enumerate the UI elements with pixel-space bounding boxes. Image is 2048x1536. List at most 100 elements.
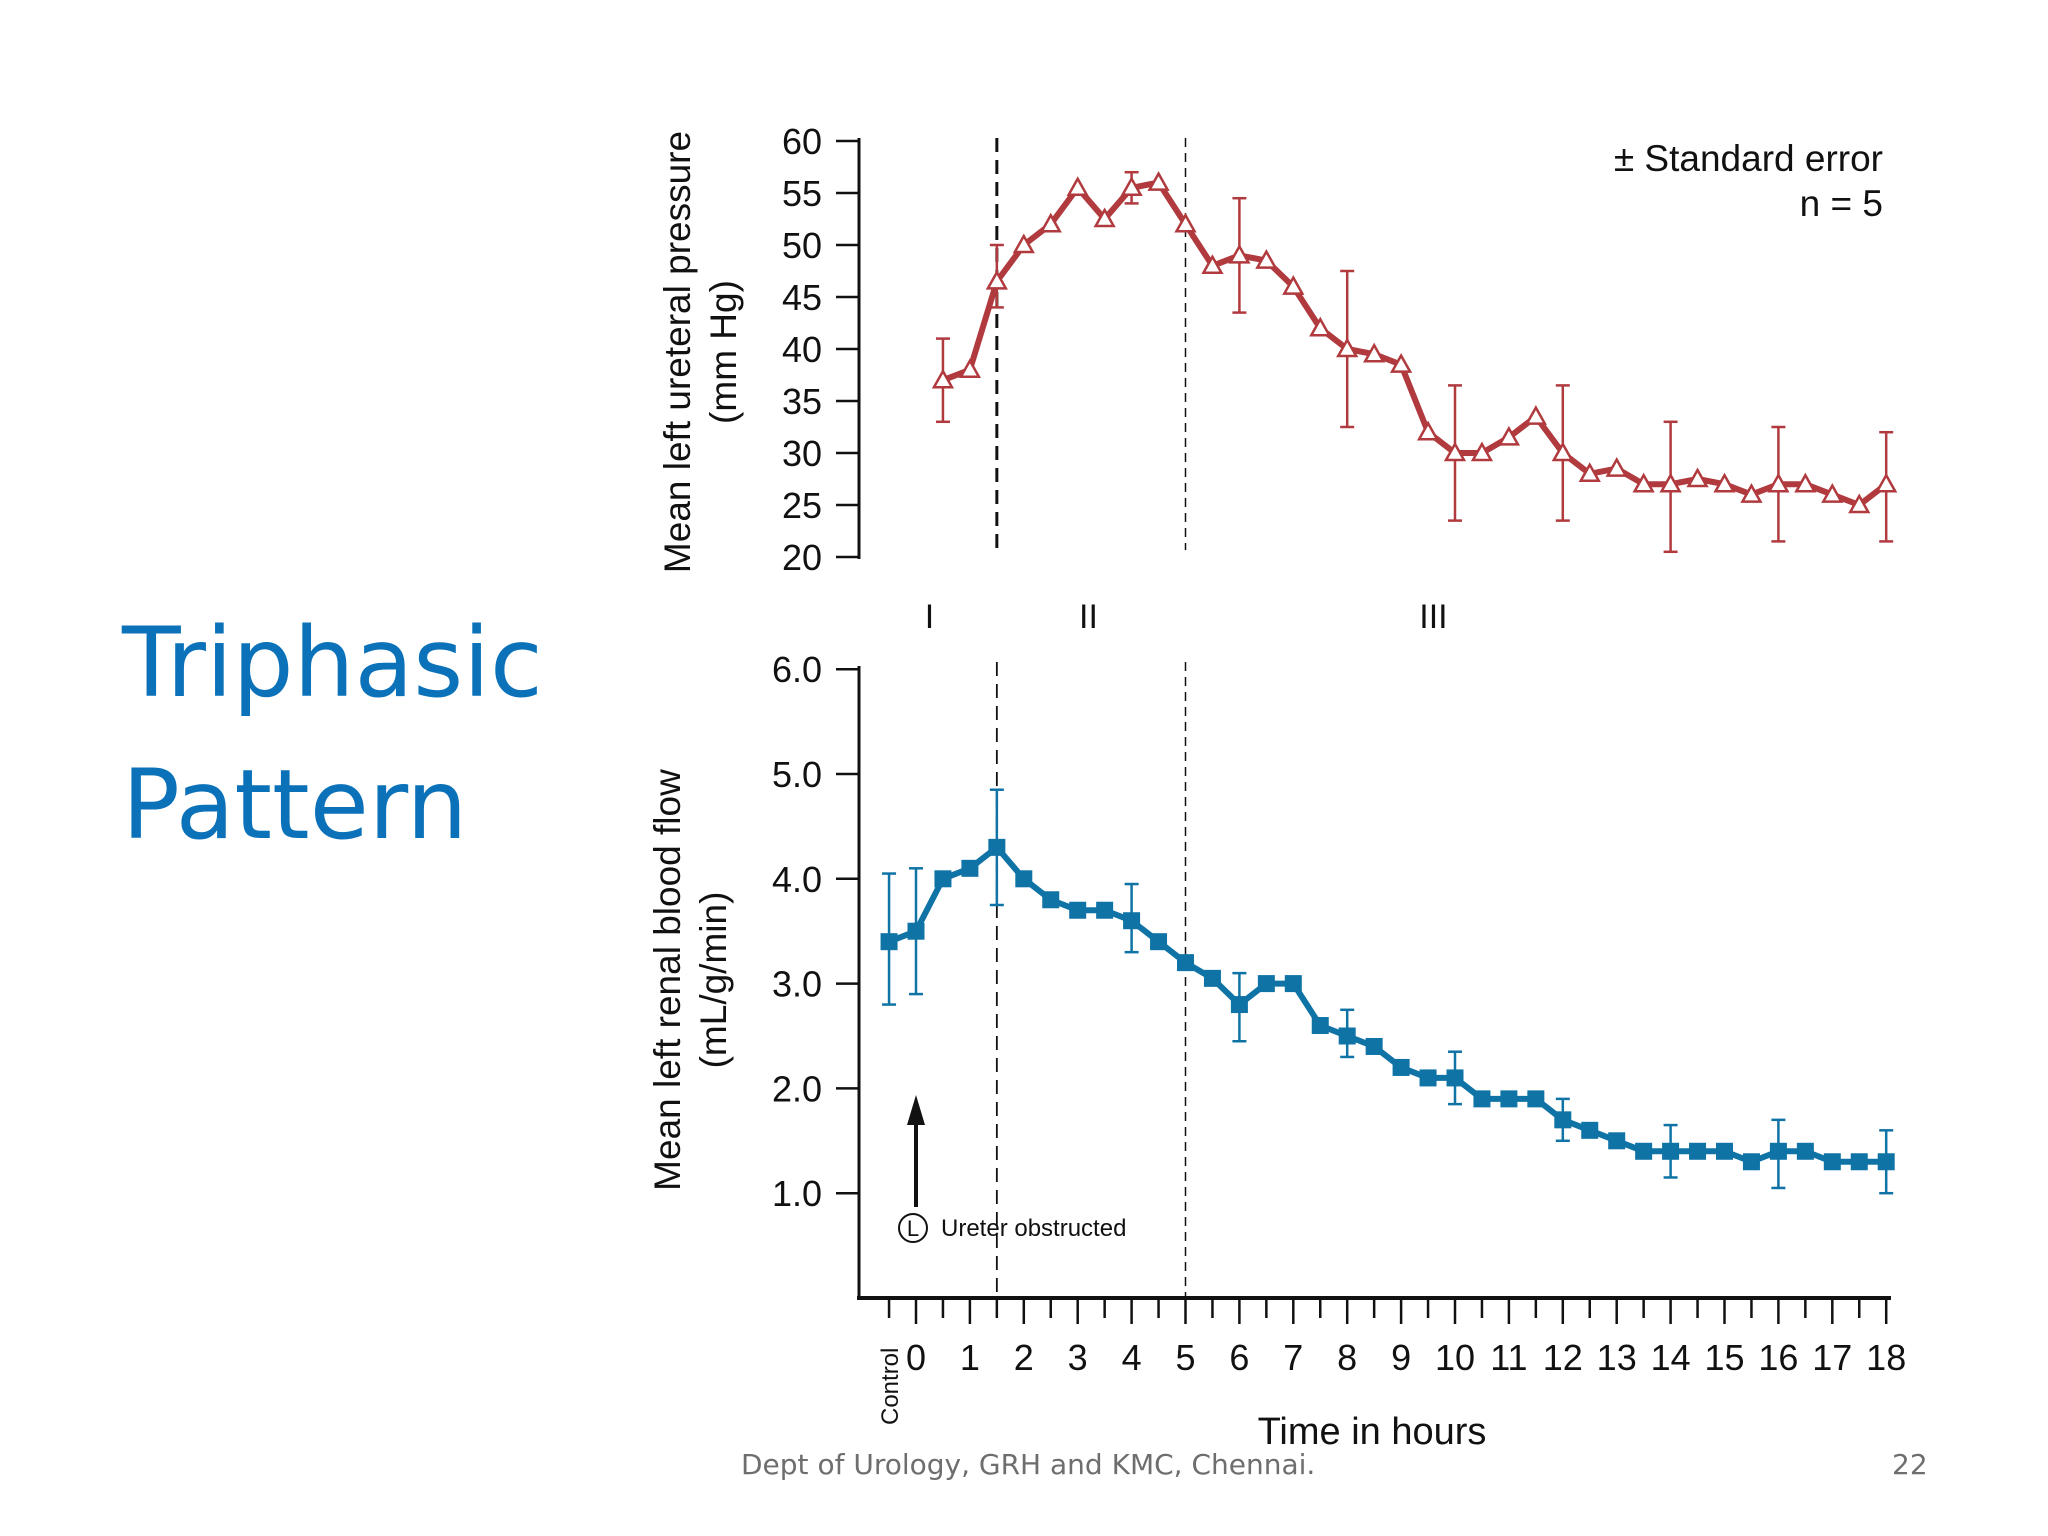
flow-point	[1150, 933, 1168, 951]
pressure-y-tick-label: 25	[782, 485, 822, 526]
pressure-point	[1794, 472, 1817, 493]
pressure-y-tick-label: 45	[782, 277, 822, 318]
pressure-chart: 60 55 50 45 40 35 30 25 20 Mean left ureteral pre…	[657, 121, 1898, 636]
pressure-point	[1659, 472, 1682, 493]
flow-point	[1177, 954, 1194, 972]
pressure-point	[1282, 275, 1305, 295]
flow-point	[934, 870, 952, 888]
legend-n: n = 5	[1800, 183, 1883, 224]
pressure-point	[1039, 212, 1062, 233]
flow-point	[1796, 1142, 1814, 1160]
pressure-point	[1363, 342, 1386, 363]
flow-x-tick-label: 9	[1391, 1337, 1411, 1378]
flow-y-tick-label: 3.0	[772, 964, 822, 1005]
control-label: Control	[877, 1348, 904, 1425]
phase-label: II	[1079, 598, 1098, 636]
flow-point	[1608, 1132, 1626, 1150]
flow-point	[1042, 891, 1060, 909]
pressure-y-tick-label: 40	[782, 329, 822, 370]
slide-title-line1: Triphasic	[122, 607, 543, 719]
pressure-point	[1389, 353, 1413, 373]
pressure-point	[1470, 441, 1494, 462]
flow-point	[1742, 1153, 1760, 1171]
pressure-point	[1632, 472, 1655, 493]
annotation-symbol: L	[907, 1216, 919, 1241]
pressure-point	[1228, 243, 1251, 264]
pressure-point	[1740, 483, 1763, 503]
flow-y-tick-label: 5.0	[772, 754, 822, 795]
flow-point	[1311, 1017, 1329, 1035]
flow-point	[1581, 1121, 1599, 1139]
flow-x-tick-label: 4	[1122, 1337, 1142, 1378]
pressure-point	[1848, 493, 1871, 514]
pressure-point	[1093, 207, 1116, 228]
flow-point	[1769, 1142, 1787, 1160]
flow-point	[1473, 1090, 1491, 1108]
flow-x-tick-label: 16	[1758, 1337, 1798, 1378]
pressure-point	[1551, 441, 1574, 462]
phase-label: I	[925, 598, 934, 636]
flow-point	[1554, 1111, 1572, 1129]
pressure-y-label-line2: (mm Hg)	[703, 280, 744, 424]
legend-standard-error: ± Standard error	[1614, 138, 1883, 179]
pressure-y-tick-label: 50	[782, 225, 822, 266]
flow-point	[907, 922, 925, 940]
phase-label: III	[1419, 598, 1447, 636]
footer-text: Dept of Urology, GRH and KMC, Chennai.	[741, 1448, 1316, 1481]
flow-point	[1392, 1058, 1410, 1076]
pressure-point	[1255, 249, 1278, 269]
pressure-y-label: Mean left ureteral pressure (mm Hg)	[657, 131, 744, 573]
pressure-point	[1713, 472, 1736, 493]
flow-point	[1662, 1142, 1680, 1160]
pressure-y-tick-label: 35	[782, 381, 822, 422]
flow-chart: 6.0 5.0 4.0 3.0 2.0 1.0 Mean left renal blood …	[647, 649, 1906, 1453]
flow-x-tick-label: 14	[1651, 1337, 1691, 1378]
control-label-group: Control	[877, 1348, 904, 1425]
flow-point	[1419, 1069, 1437, 1087]
flow-y-tick-label: 6.0	[772, 649, 822, 690]
pressure-point	[1012, 233, 1035, 254]
flow-x-tick-label: 3	[1068, 1337, 1088, 1378]
slide-number: 22	[1892, 1448, 1928, 1481]
pressure-point	[1524, 405, 1547, 425]
slide-title-line2: Pattern	[122, 749, 468, 861]
flow-point	[1015, 870, 1033, 888]
flow-point	[1527, 1090, 1545, 1108]
pressure-point	[1497, 425, 1521, 446]
flow-point	[988, 838, 1006, 856]
flow-point	[1446, 1069, 1464, 1087]
pressure-point	[1336, 337, 1359, 358]
flow-x-tick-label: 11	[1490, 1337, 1527, 1378]
pressure-point	[1578, 462, 1601, 483]
flow-point	[1203, 969, 1221, 987]
flow-x-tick-label: 6	[1229, 1337, 1249, 1378]
flow-point	[961, 859, 979, 877]
pressure-y-tick-label: 20	[782, 537, 822, 578]
flow-x-tick-label: 12	[1543, 1337, 1583, 1378]
flow-x-tick-label: 5	[1175, 1337, 1195, 1378]
pressure-point	[931, 368, 955, 389]
flow-x-tick-label: 1	[960, 1337, 980, 1378]
pressure-point	[1147, 171, 1170, 191]
pressure-point	[1174, 212, 1197, 233]
annotation-text: Ureter obstructed	[941, 1215, 1126, 1242]
flow-y-label: Mean left renal blood flow (mL/g/min)	[647, 769, 734, 1191]
flow-x-tick-label: 8	[1337, 1337, 1357, 1378]
pressure-point	[1309, 316, 1332, 337]
pressure-point	[1201, 254, 1224, 275]
flow-x-label: Time in hours	[1258, 1411, 1487, 1453]
flow-y-label-line1: Mean left renal blood flow	[647, 769, 688, 1191]
pressure-series-line	[941, 179, 1889, 508]
pressure-point	[1120, 176, 1143, 197]
pressure-point	[1066, 176, 1089, 197]
flow-x-tick-label: 7	[1283, 1337, 1303, 1378]
pressure-y-tick-label: 55	[782, 173, 822, 214]
flow-point	[1716, 1142, 1733, 1160]
flow-point	[1230, 996, 1248, 1014]
pressure-point	[958, 358, 982, 379]
flow-x-tick-label: 0	[906, 1337, 926, 1378]
obstruction-arrow-head	[907, 1095, 925, 1125]
flow-point	[1850, 1153, 1868, 1171]
flow-point	[1069, 901, 1087, 919]
